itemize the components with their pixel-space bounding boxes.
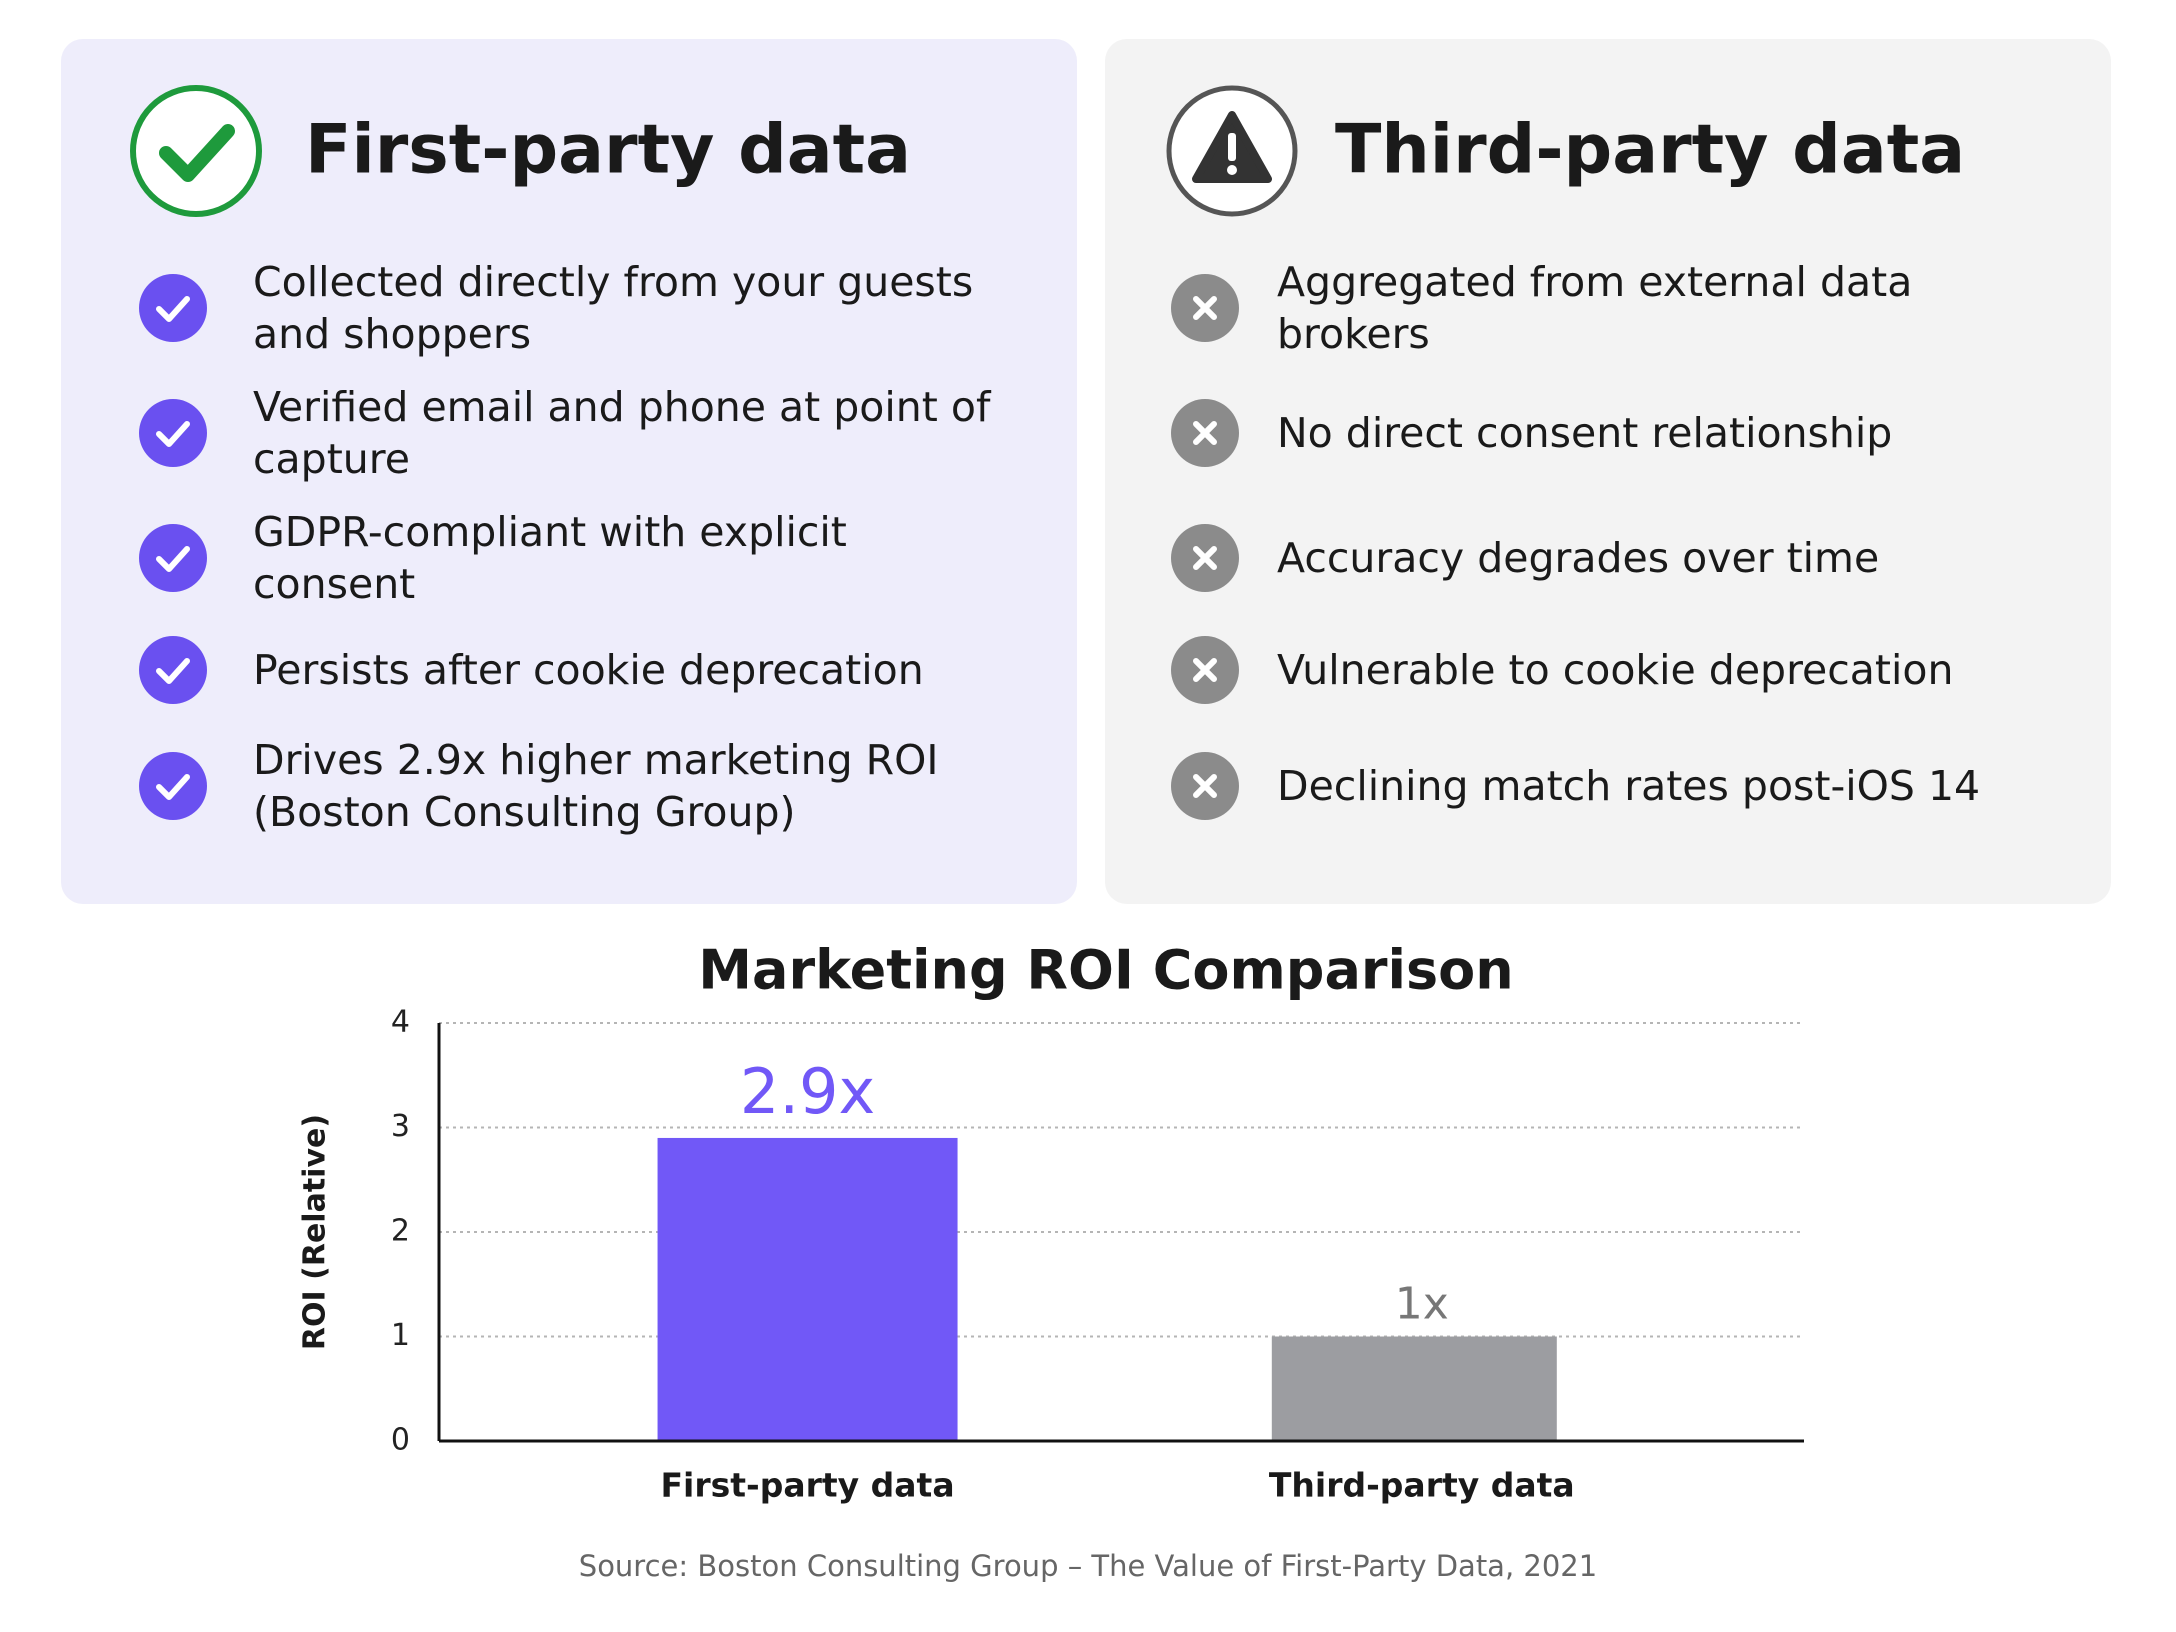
x-tick-label: Third-party data bbox=[1269, 1466, 1575, 1505]
item-text: Accuracy degrades over time bbox=[1277, 534, 1880, 582]
item-text: Vulnerable to cookie deprecation bbox=[1277, 646, 1954, 694]
check-badge bbox=[130, 85, 262, 217]
cross-icon bbox=[1171, 274, 1239, 342]
x-tick-label: First-party data bbox=[660, 1466, 954, 1505]
item-text: GDPR-compliant with explicit consent bbox=[253, 508, 847, 608]
cross-icon bbox=[1171, 752, 1239, 820]
check-icon bbox=[139, 274, 207, 342]
bar bbox=[657, 1137, 958, 1441]
item-text: Collected directly from your guests and … bbox=[253, 258, 974, 358]
warning-badge bbox=[1166, 85, 1298, 217]
panel-title: First-party data bbox=[305, 110, 912, 190]
bar bbox=[1271, 1336, 1557, 1441]
item-text: Verified email and phone at point of cap… bbox=[253, 383, 991, 483]
chart-title: Marketing ROI Comparison bbox=[698, 939, 1513, 1002]
check-icon bbox=[139, 399, 207, 467]
y-tick-label: 1 bbox=[391, 1318, 410, 1353]
cross-icon bbox=[1171, 636, 1239, 704]
item-text: Declining match rates post-iOS 14 bbox=[1277, 762, 1981, 810]
cross-icon bbox=[1171, 399, 1239, 467]
panel-title: Third-party data bbox=[1335, 110, 1966, 190]
item-text: Drives 2.9x higher marketing ROI (Boston… bbox=[253, 736, 939, 836]
value-label: 1x bbox=[1395, 1279, 1449, 1330]
source-note: Source: Boston Consulting Group – The Va… bbox=[578, 1549, 1598, 1583]
check-icon bbox=[139, 524, 207, 592]
y-axis-label: ROI (Relative) bbox=[298, 1114, 333, 1350]
value-label: 2.9x bbox=[740, 1055, 875, 1128]
y-tick-label: 4 bbox=[391, 1005, 410, 1040]
check-icon bbox=[139, 752, 207, 820]
check-icon bbox=[139, 636, 207, 704]
item-text: Aggregated from external data brokers bbox=[1277, 258, 1913, 358]
cross-icon bbox=[1171, 524, 1239, 592]
y-tick-label: 0 bbox=[391, 1423, 410, 1458]
item-text: No direct consent relationship bbox=[1277, 409, 1893, 457]
y-tick-label: 3 bbox=[391, 1109, 410, 1144]
item-text: Persists after cookie deprecation bbox=[253, 646, 924, 694]
y-tick-label: 2 bbox=[391, 1214, 410, 1249]
